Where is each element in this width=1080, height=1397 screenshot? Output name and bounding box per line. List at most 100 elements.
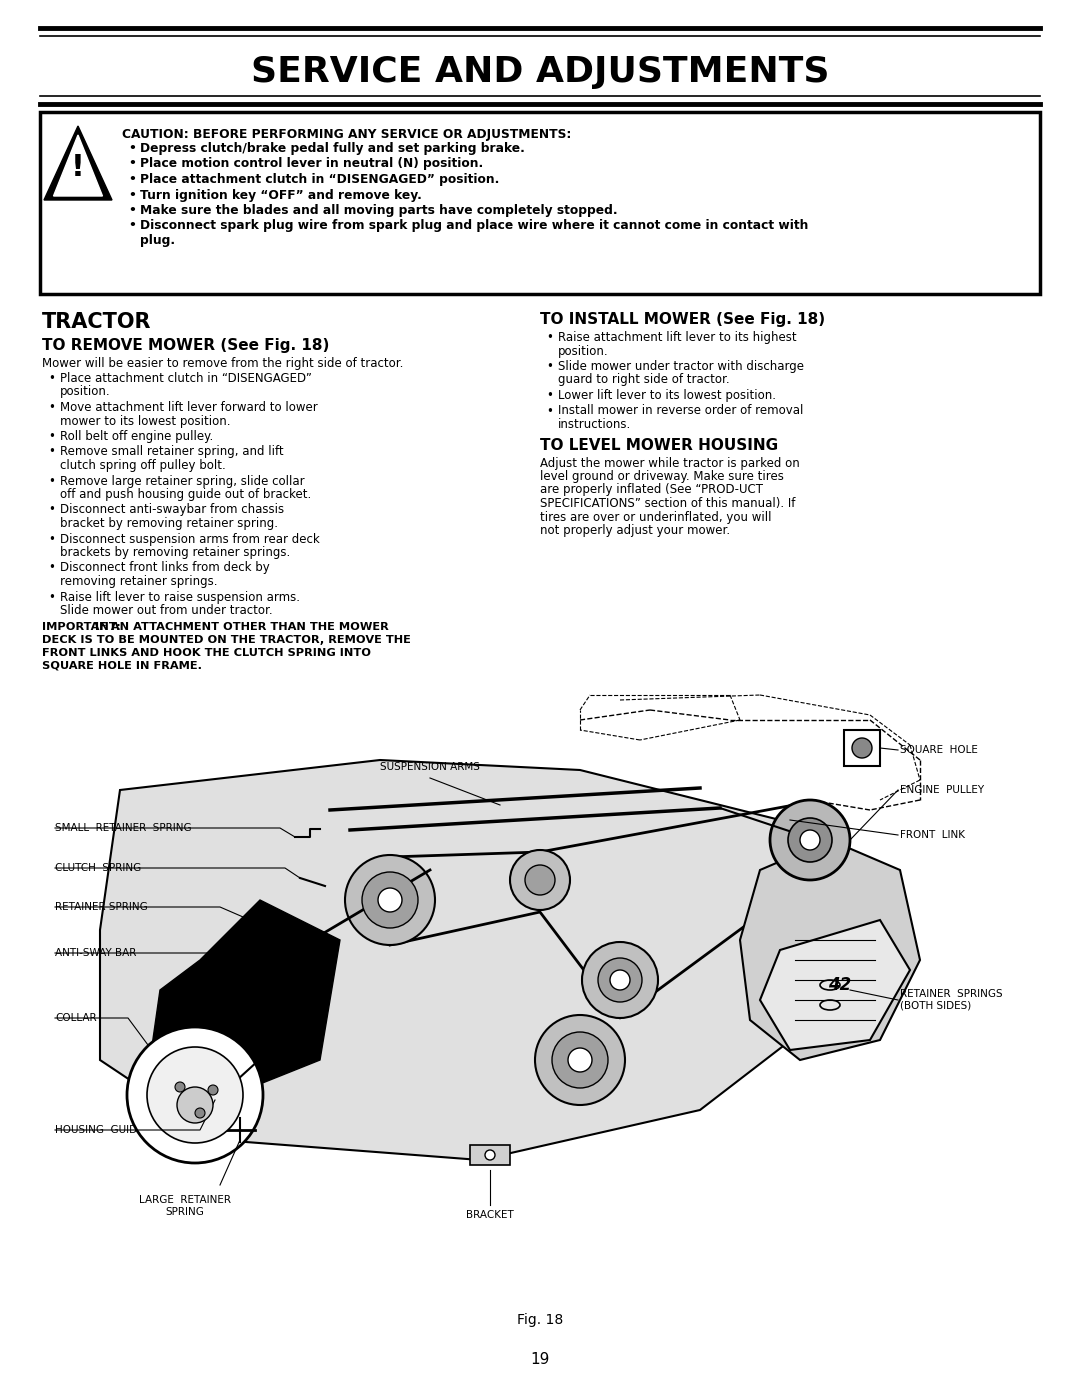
Text: IMPORTANT:: IMPORTANT: (42, 623, 121, 633)
Text: •: • (48, 430, 55, 443)
Circle shape (598, 958, 642, 1002)
Text: •: • (546, 405, 553, 418)
Text: •: • (48, 446, 55, 458)
Circle shape (568, 1048, 592, 1071)
Text: clutch spring off pulley bolt.: clutch spring off pulley bolt. (60, 460, 226, 472)
Text: Slide mower under tractor with discharge: Slide mower under tractor with discharge (558, 360, 804, 373)
Polygon shape (760, 921, 910, 1051)
Text: •: • (48, 372, 55, 386)
Text: mower to its lowest position.: mower to its lowest position. (60, 415, 230, 427)
Text: •: • (48, 591, 55, 604)
Text: •: • (546, 331, 553, 344)
Circle shape (378, 888, 402, 912)
Text: Move attachment lift lever forward to lower: Move attachment lift lever forward to lo… (60, 401, 318, 414)
Text: Depress clutch/brake pedal fully and set parking brake.: Depress clutch/brake pedal fully and set… (140, 142, 525, 155)
Text: ENGINE  PULLEY: ENGINE PULLEY (900, 785, 984, 795)
Text: position.: position. (558, 345, 609, 358)
Text: Raise attachment lift lever to its highest: Raise attachment lift lever to its highe… (558, 331, 797, 344)
Text: brackets by removing retainer springs.: brackets by removing retainer springs. (60, 546, 291, 559)
Text: COLLAR: COLLAR (55, 1013, 96, 1023)
Text: LARGE  RETAINER
SPRING: LARGE RETAINER SPRING (139, 1194, 231, 1217)
Circle shape (127, 1027, 264, 1162)
Text: •: • (48, 503, 55, 517)
Text: •: • (546, 388, 553, 402)
Text: off and push housing guide out of bracket.: off and push housing guide out of bracke… (60, 488, 311, 502)
Polygon shape (44, 126, 112, 200)
Circle shape (345, 855, 435, 944)
Text: CLUTCH  SPRING: CLUTCH SPRING (55, 863, 141, 873)
Text: Lower lift lever to its lowest position.: Lower lift lever to its lowest position. (558, 388, 777, 402)
Text: SUSPENSION ARMS: SUSPENSION ARMS (380, 761, 480, 773)
Circle shape (485, 1150, 495, 1160)
Text: FRONT LINKS AND HOOK THE CLUTCH SPRING INTO: FRONT LINKS AND HOOK THE CLUTCH SPRING I… (42, 647, 372, 658)
Circle shape (788, 819, 832, 862)
Circle shape (800, 830, 820, 849)
Text: SERVICE AND ADJUSTMENTS: SERVICE AND ADJUSTMENTS (251, 54, 829, 89)
Circle shape (770, 800, 850, 880)
Text: SPECIFICATIONS” section of this manual). If: SPECIFICATIONS” section of this manual).… (540, 497, 795, 510)
Text: Disconnect front links from deck by: Disconnect front links from deck by (60, 562, 270, 574)
Circle shape (525, 865, 555, 895)
Circle shape (582, 942, 658, 1018)
Text: •: • (48, 475, 55, 488)
Text: RETAINER SPRING: RETAINER SPRING (55, 902, 148, 912)
Text: Place attachment clutch in “DISENGAGED”: Place attachment clutch in “DISENGAGED” (60, 372, 312, 386)
Polygon shape (100, 760, 870, 1160)
Text: Disconnect anti-swaybar from chassis: Disconnect anti-swaybar from chassis (60, 503, 284, 517)
Text: CAUTION: BEFORE PERFORMING ANY SERVICE OR ADJUSTMENTS:: CAUTION: BEFORE PERFORMING ANY SERVICE O… (122, 129, 571, 141)
Circle shape (552, 1032, 608, 1088)
Text: Disconnect suspension arms from rear deck: Disconnect suspension arms from rear dec… (60, 532, 320, 545)
Text: •: • (129, 219, 136, 232)
Text: •: • (48, 401, 55, 414)
Circle shape (208, 1085, 218, 1095)
Text: 19: 19 (530, 1352, 550, 1368)
Text: TO LEVEL MOWER HOUSING: TO LEVEL MOWER HOUSING (540, 437, 778, 453)
Text: SMALL  RETAINER  SPRING: SMALL RETAINER SPRING (55, 823, 191, 833)
Text: SQUARE HOLE IN FRAME.: SQUARE HOLE IN FRAME. (42, 659, 202, 671)
Bar (843, 731, 880, 766)
Circle shape (177, 1087, 213, 1123)
Text: 42: 42 (828, 977, 852, 995)
Text: •: • (129, 189, 136, 201)
Text: Make sure the blades and all moving parts have completely stopped.: Make sure the blades and all moving part… (140, 204, 618, 217)
Text: Remove small retainer spring, and lift: Remove small retainer spring, and lift (60, 446, 284, 458)
Text: Place attachment clutch in “DISENGAGED” position.: Place attachment clutch in “DISENGAGED” … (140, 173, 499, 186)
Text: Raise lift lever to raise suspension arms.: Raise lift lever to raise suspension arm… (60, 591, 300, 604)
Text: Remove large retainer spring, slide collar: Remove large retainer spring, slide coll… (60, 475, 305, 488)
Text: •: • (129, 158, 136, 170)
Text: •: • (129, 173, 136, 186)
Text: !: ! (71, 152, 85, 182)
Text: Mower will be easier to remove from the right side of tractor.: Mower will be easier to remove from the … (42, 358, 403, 370)
Text: are properly inflated (See “PROD-UCT: are properly inflated (See “PROD-UCT (540, 483, 762, 496)
Text: Place motion control lever in neutral (N) position.: Place motion control lever in neutral (N… (140, 158, 483, 170)
Circle shape (610, 970, 630, 990)
Text: •: • (129, 142, 136, 155)
Circle shape (535, 1016, 625, 1105)
Text: removing retainer springs.: removing retainer springs. (60, 576, 217, 588)
Circle shape (195, 1108, 205, 1118)
Text: DECK IS TO BE MOUNTED ON THE TRACTOR, REMOVE THE: DECK IS TO BE MOUNTED ON THE TRACTOR, RE… (42, 636, 410, 645)
Text: •: • (546, 360, 553, 373)
Text: Slide mower out from under tractor.: Slide mower out from under tractor. (60, 604, 272, 617)
Text: RETAINER  SPRINGS
(BOTH SIDES): RETAINER SPRINGS (BOTH SIDES) (900, 989, 1002, 1011)
Text: TO REMOVE MOWER (See Fig. 18): TO REMOVE MOWER (See Fig. 18) (42, 338, 329, 353)
Bar (470, 1146, 510, 1165)
Text: plug.: plug. (140, 235, 175, 247)
Circle shape (510, 849, 570, 909)
Circle shape (362, 872, 418, 928)
Text: Adjust the mower while tractor is parked on: Adjust the mower while tractor is parked… (540, 457, 800, 469)
Text: HOUSING  GUIDE: HOUSING GUIDE (55, 1125, 144, 1134)
Polygon shape (54, 136, 103, 196)
Text: SQUARE  HOLE: SQUARE HOLE (900, 745, 977, 754)
Text: •: • (129, 204, 136, 217)
Circle shape (175, 1083, 185, 1092)
Text: Disconnect spark plug wire from spark plug and place wire where it cannot come i: Disconnect spark plug wire from spark pl… (140, 219, 808, 232)
FancyBboxPatch shape (40, 112, 1040, 293)
Text: level ground or driveway. Make sure tires: level ground or driveway. Make sure tire… (540, 469, 784, 483)
Text: Fig. 18: Fig. 18 (517, 1313, 563, 1327)
Text: FRONT  LINK: FRONT LINK (900, 830, 966, 840)
Text: instructions.: instructions. (558, 418, 631, 432)
Text: Turn ignition key “OFF” and remove key.: Turn ignition key “OFF” and remove key. (140, 189, 422, 201)
Text: not properly adjust your mower.: not properly adjust your mower. (540, 524, 730, 536)
Circle shape (147, 1046, 243, 1143)
